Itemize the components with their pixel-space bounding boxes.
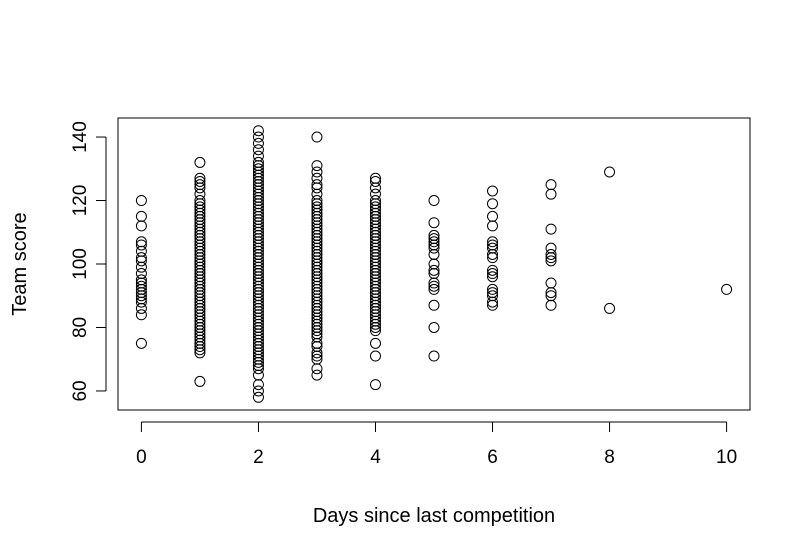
data-point xyxy=(194,179,206,191)
data-point xyxy=(311,201,323,213)
data-point xyxy=(135,268,147,280)
data-point xyxy=(135,337,147,349)
data-point xyxy=(545,179,557,191)
data-point xyxy=(311,160,323,172)
data-point xyxy=(311,195,323,207)
data-point xyxy=(194,201,206,213)
x-axis-label: Days since last competition xyxy=(313,505,555,527)
y-tick-label: 100 xyxy=(70,248,91,280)
data-point xyxy=(311,166,323,178)
data-point xyxy=(252,156,264,168)
y-axis: 60 80 100 120 140 xyxy=(70,121,107,402)
data-point xyxy=(369,350,381,362)
data-point xyxy=(428,299,440,311)
data-point xyxy=(487,185,499,197)
data-point xyxy=(428,321,440,333)
data-point xyxy=(135,195,147,207)
data-point xyxy=(428,350,440,362)
data-point xyxy=(369,195,381,207)
y-axis-label: Team score xyxy=(9,212,31,315)
data-point xyxy=(545,242,557,254)
x-tick-label: 10 xyxy=(716,447,737,468)
data-point xyxy=(311,131,323,143)
data-point xyxy=(545,277,557,289)
y-tick-label: 80 xyxy=(70,317,91,338)
data-point xyxy=(487,210,499,222)
x-axis: 0 2 4 6 8 10 xyxy=(136,421,737,468)
data-point xyxy=(721,283,733,295)
x-tick-label: 2 xyxy=(253,447,264,468)
data-point xyxy=(428,280,440,292)
data-point xyxy=(252,163,264,175)
data-point xyxy=(369,379,381,391)
data-point xyxy=(428,283,440,295)
data-point xyxy=(252,125,264,137)
data-points xyxy=(135,125,733,403)
data-point xyxy=(369,188,381,200)
data-point xyxy=(487,239,499,251)
data-point xyxy=(487,271,499,283)
data-point xyxy=(487,264,499,276)
data-point xyxy=(428,195,440,207)
data-point xyxy=(369,172,381,184)
data-point xyxy=(369,201,381,213)
x-tick-label: 4 xyxy=(370,447,381,468)
x-tick-label: 8 xyxy=(604,447,615,468)
data-point xyxy=(428,229,440,241)
data-point xyxy=(545,248,557,260)
data-point xyxy=(311,179,323,191)
data-point xyxy=(135,274,147,286)
data-point xyxy=(135,252,147,264)
data-point xyxy=(545,255,557,267)
data-point xyxy=(194,175,206,187)
data-point xyxy=(194,195,206,207)
data-point xyxy=(604,302,616,314)
data-point xyxy=(487,283,499,295)
data-point xyxy=(135,280,147,292)
x-tick-label: 6 xyxy=(487,447,498,468)
data-point xyxy=(252,144,264,156)
data-point xyxy=(545,223,557,235)
data-point xyxy=(135,210,147,222)
data-point xyxy=(487,242,499,254)
data-point xyxy=(487,198,499,210)
data-point xyxy=(311,172,323,184)
data-point xyxy=(428,233,440,245)
data-point xyxy=(194,156,206,168)
data-point xyxy=(135,309,147,321)
data-point xyxy=(194,172,206,184)
data-point xyxy=(604,166,616,178)
x-tick-label: 0 xyxy=(136,447,147,468)
data-point xyxy=(428,236,440,248)
data-point xyxy=(311,369,323,381)
data-point xyxy=(252,137,264,149)
plot-frame xyxy=(117,117,751,411)
data-point xyxy=(545,290,557,302)
data-point xyxy=(369,175,381,187)
data-point xyxy=(428,264,440,276)
data-point xyxy=(135,236,147,248)
data-point xyxy=(252,391,264,403)
data-point xyxy=(487,290,499,302)
y-tick-label: 60 xyxy=(70,380,91,401)
data-point xyxy=(252,150,264,162)
data-point xyxy=(487,236,499,248)
data-point xyxy=(252,131,264,143)
data-point xyxy=(487,268,499,280)
data-point xyxy=(252,385,264,397)
data-point xyxy=(311,353,323,365)
data-point xyxy=(487,287,499,299)
y-tick-label: 140 xyxy=(70,121,91,153)
data-point xyxy=(135,239,147,251)
y-tick-label: 120 xyxy=(70,185,91,217)
data-point xyxy=(428,217,440,229)
data-point xyxy=(369,337,381,349)
data-point xyxy=(194,375,206,387)
